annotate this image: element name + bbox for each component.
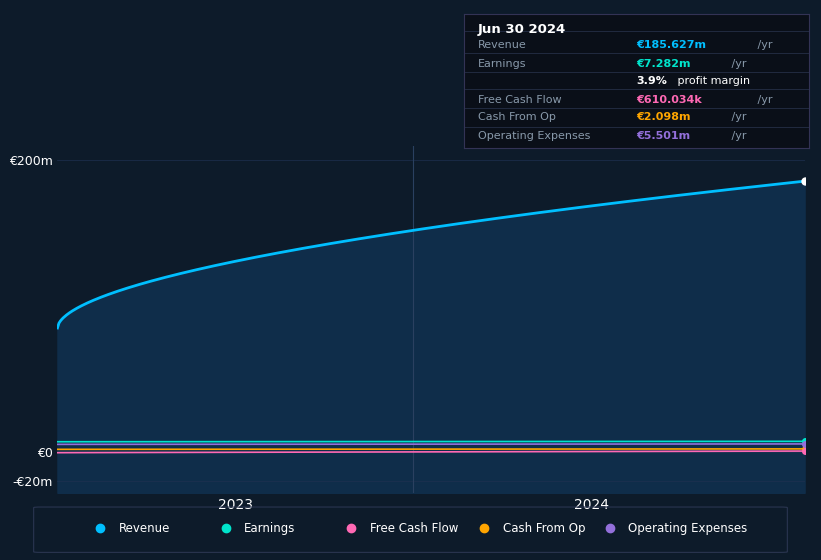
Text: profit margin: profit margin [674,76,750,86]
Text: /yr: /yr [754,95,773,105]
Text: 3.9%: 3.9% [636,76,667,86]
Text: Free Cash Flow: Free Cash Flow [478,95,562,105]
Text: Operating Expenses: Operating Expenses [629,522,748,535]
Text: €2.098m: €2.098m [636,113,690,123]
Text: €7.282m: €7.282m [636,59,690,69]
Text: Jun 30 2024: Jun 30 2024 [478,24,566,36]
Text: €610.034k: €610.034k [636,95,702,105]
Text: /yr: /yr [728,131,746,141]
Text: €5.501m: €5.501m [636,131,690,141]
Text: Revenue: Revenue [119,522,170,535]
Text: /yr: /yr [728,113,746,123]
Text: /yr: /yr [754,40,773,50]
Text: /yr: /yr [728,59,746,69]
Text: €185.627m: €185.627m [636,40,706,50]
Text: Cash From Op: Cash From Op [478,113,556,123]
Text: Free Cash Flow: Free Cash Flow [370,522,458,535]
Text: Earnings: Earnings [245,522,296,535]
Text: Operating Expenses: Operating Expenses [478,131,590,141]
Text: Cash From Op: Cash From Op [502,522,585,535]
Text: Earnings: Earnings [478,59,526,69]
Text: Revenue: Revenue [478,40,526,50]
